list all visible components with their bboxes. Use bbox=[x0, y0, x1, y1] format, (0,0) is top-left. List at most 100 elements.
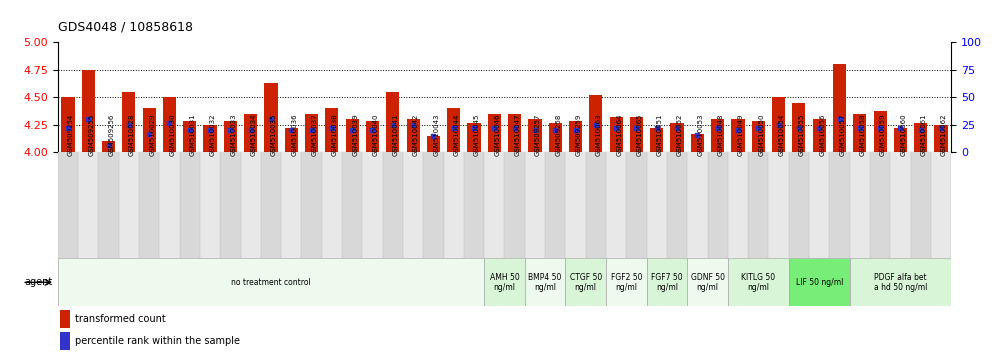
Bar bbox=[423, 152, 443, 258]
Text: GSM510054: GSM510054 bbox=[779, 114, 785, 156]
Bar bbox=[707, 152, 728, 258]
Text: GDS4048 / 10858618: GDS4048 / 10858618 bbox=[58, 21, 193, 34]
Text: GSM510062: GSM510062 bbox=[941, 114, 947, 156]
Text: agent: agent bbox=[25, 277, 53, 287]
Bar bbox=[102, 141, 116, 152]
Bar bbox=[224, 121, 237, 152]
Text: percentile rank within the sample: percentile rank within the sample bbox=[75, 336, 240, 346]
Bar bbox=[406, 119, 419, 152]
Bar bbox=[914, 122, 927, 152]
Bar bbox=[890, 152, 910, 258]
Point bbox=[60, 125, 76, 131]
Bar bbox=[910, 152, 931, 258]
Point bbox=[669, 125, 685, 131]
Text: GSM509258: GSM509258 bbox=[555, 114, 561, 156]
Bar bbox=[667, 152, 687, 258]
Point bbox=[628, 125, 644, 131]
Text: GSM510057: GSM510057 bbox=[840, 114, 846, 156]
Point bbox=[243, 127, 259, 133]
Text: GSM510058: GSM510058 bbox=[860, 114, 866, 156]
Bar bbox=[728, 258, 789, 306]
Bar bbox=[728, 152, 748, 258]
Point bbox=[121, 122, 136, 128]
Text: GSM510043: GSM510043 bbox=[433, 114, 439, 156]
Bar bbox=[447, 108, 460, 152]
Text: GSM510029: GSM510029 bbox=[149, 114, 155, 156]
Point bbox=[222, 127, 238, 133]
Point bbox=[81, 116, 97, 122]
Bar bbox=[569, 121, 582, 152]
Text: GSM510060: GSM510060 bbox=[900, 114, 906, 156]
Point bbox=[405, 122, 421, 128]
Bar bbox=[792, 103, 806, 152]
Bar bbox=[854, 114, 867, 152]
Bar bbox=[566, 258, 606, 306]
Point bbox=[648, 125, 664, 131]
Text: FGF2 50
ng/ml: FGF2 50 ng/ml bbox=[611, 273, 642, 292]
Text: GSM510038: GSM510038 bbox=[332, 114, 338, 156]
Text: GSM510053: GSM510053 bbox=[697, 114, 703, 156]
Point bbox=[283, 127, 299, 133]
Bar bbox=[484, 152, 505, 258]
Bar bbox=[285, 128, 298, 152]
Bar bbox=[833, 64, 847, 152]
Bar bbox=[162, 97, 176, 152]
Text: GSM510052: GSM510052 bbox=[677, 114, 683, 156]
Text: GSM510040: GSM510040 bbox=[373, 114, 378, 156]
Text: GSM510051: GSM510051 bbox=[656, 114, 662, 156]
Bar bbox=[508, 114, 521, 152]
Point bbox=[547, 127, 563, 133]
Bar bbox=[731, 119, 745, 152]
Text: GSM510033: GSM510033 bbox=[230, 114, 236, 156]
Bar bbox=[789, 258, 850, 306]
Bar bbox=[590, 95, 603, 152]
Bar bbox=[427, 136, 440, 152]
Bar bbox=[99, 152, 119, 258]
Bar bbox=[626, 152, 646, 258]
Bar bbox=[203, 125, 217, 152]
Bar bbox=[934, 125, 947, 152]
Bar bbox=[220, 152, 240, 258]
Bar bbox=[772, 97, 785, 152]
Bar bbox=[322, 152, 342, 258]
Bar bbox=[670, 122, 683, 152]
Text: GSM510046: GSM510046 bbox=[494, 114, 500, 156]
Point bbox=[365, 127, 380, 133]
Point bbox=[689, 132, 705, 137]
Bar bbox=[78, 152, 99, 258]
Bar bbox=[179, 152, 200, 258]
Text: GSM510065: GSM510065 bbox=[636, 114, 642, 156]
Text: GSM510031: GSM510031 bbox=[190, 114, 196, 156]
Point bbox=[466, 125, 482, 131]
Bar bbox=[200, 152, 220, 258]
Bar bbox=[711, 119, 724, 152]
Bar bbox=[467, 122, 481, 152]
Bar bbox=[549, 122, 562, 152]
Point bbox=[750, 125, 766, 131]
Text: CTGF 50
ng/ml: CTGF 50 ng/ml bbox=[570, 273, 602, 292]
Text: GSM510032: GSM510032 bbox=[210, 114, 216, 156]
Point bbox=[101, 142, 117, 147]
Text: GSM510055: GSM510055 bbox=[799, 114, 805, 156]
Bar bbox=[687, 152, 707, 258]
Bar bbox=[646, 258, 687, 306]
Bar bbox=[545, 152, 566, 258]
Bar bbox=[305, 114, 318, 152]
Point bbox=[568, 127, 584, 133]
Bar bbox=[443, 152, 464, 258]
Text: GSM510061: GSM510061 bbox=[920, 114, 926, 156]
Bar bbox=[610, 117, 622, 152]
Bar bbox=[58, 258, 484, 306]
Bar bbox=[650, 128, 663, 152]
Text: GSM510047: GSM510047 bbox=[515, 114, 521, 156]
Bar bbox=[342, 152, 363, 258]
Text: GSM510056: GSM510056 bbox=[819, 114, 826, 156]
Bar bbox=[931, 152, 951, 258]
Text: GSM509256: GSM509256 bbox=[109, 114, 115, 156]
Bar bbox=[464, 152, 484, 258]
Point bbox=[892, 125, 908, 131]
Bar bbox=[244, 114, 257, 152]
Point bbox=[384, 122, 400, 128]
Point bbox=[527, 127, 543, 133]
Bar bbox=[528, 119, 542, 152]
